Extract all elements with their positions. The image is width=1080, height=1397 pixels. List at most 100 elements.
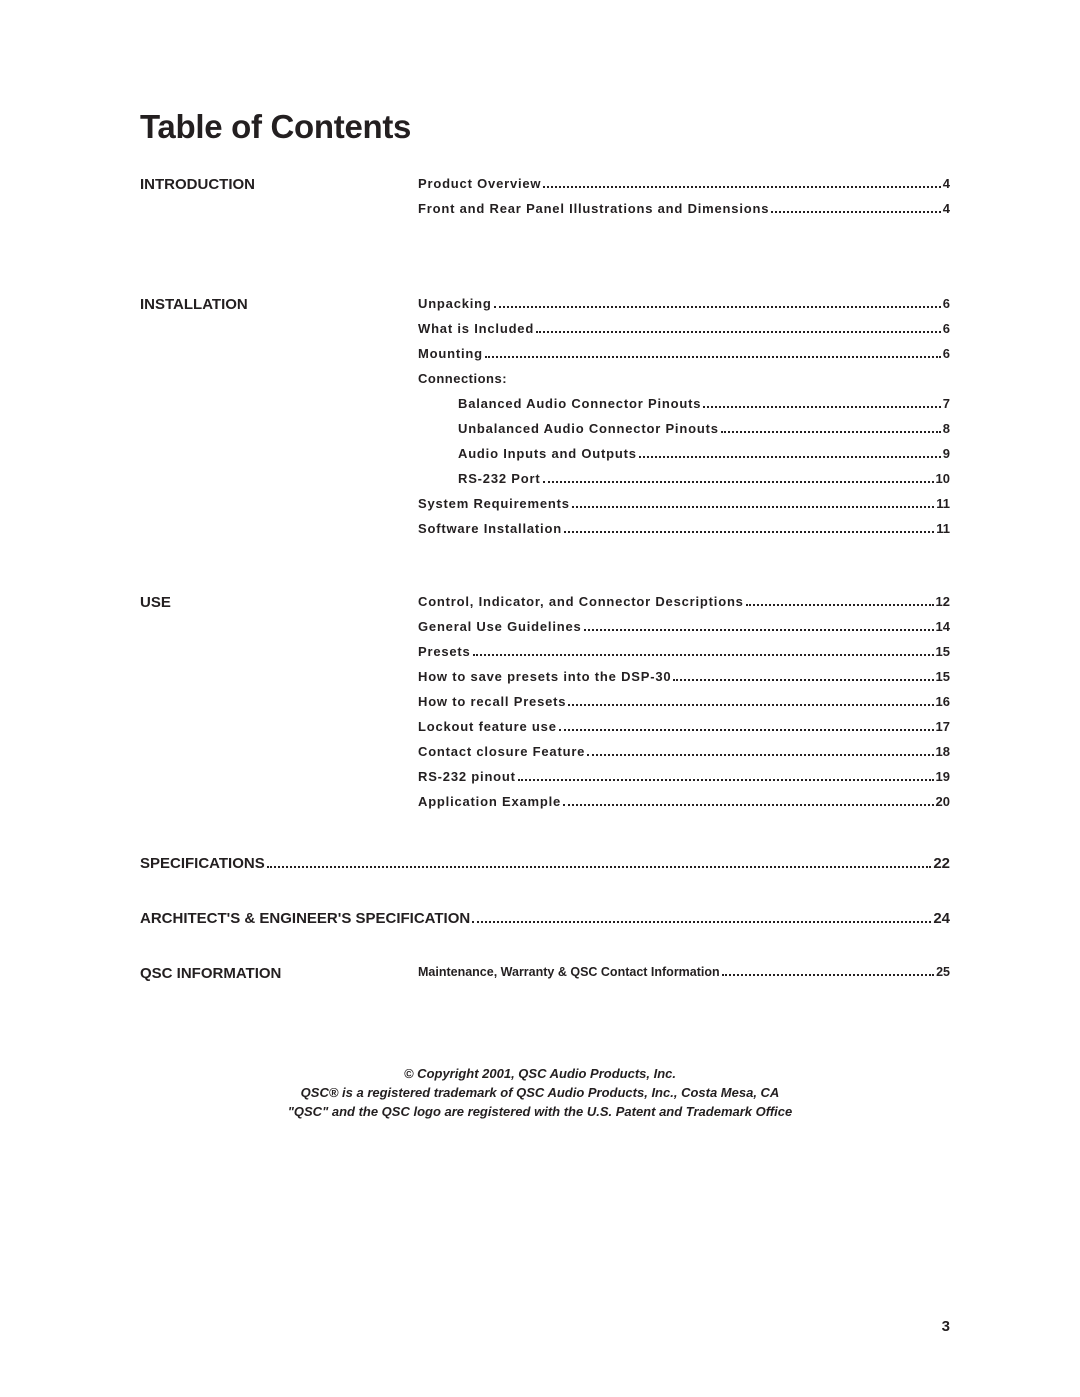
toc-entry: What is Included6 [418,321,950,336]
entry-label: Unpacking [418,296,492,311]
entry-label: Audio Inputs and Outputs [458,446,637,461]
leader-dots [639,456,941,458]
entry-page: 6 [943,346,950,361]
entry-label: RS-232 Port [458,471,541,486]
entry-page: 20 [936,794,950,809]
toc-entry: Balanced Audio Connector Pinouts 7 [458,396,950,411]
toc-entry: General Use Guidelines 14 [418,619,950,634]
section-head-ae-spec: ARCHITECT'S & ENGINEER'S SPECIFICATION [140,910,470,927]
toc-entry: Audio Inputs and Outputs9 [458,446,950,461]
section-qsc-info: QSC INFORMATION Maintenance, Warranty & … [140,965,950,990]
entry-page: 11 [936,521,950,536]
leader-dots [771,211,941,213]
toc-entry: Control, Indicator, and Connector Descri… [418,594,950,609]
entry-label: Product Overview [418,176,541,191]
leader-dots [673,679,933,681]
entry-page: 15 [936,669,950,684]
entry-page: 24 [933,910,950,927]
leader-dots [703,406,941,408]
leader-dots [563,804,933,806]
entry-label: Mounting [418,346,483,361]
entry-label: Presets [418,644,471,659]
leader-dots [543,481,934,483]
entry-label: Balanced Audio Connector Pinouts [458,396,701,411]
leader-dots [543,186,940,188]
footer-line: "QSC" and the QSC logo are registered wi… [0,1103,1080,1122]
entry-page: 22 [933,855,950,872]
toc-entry: Maintenance, Warranty & QSC Contact Info… [418,965,950,979]
entry-label: Application Example [418,794,561,809]
entry-label: Front and Rear Panel Illustrations and D… [418,201,769,216]
entry-label: How to recall Presets [418,694,566,709]
entry-page: 19 [936,769,950,784]
section-head-specifications: SPECIFICATIONS [140,855,265,872]
entry-label: Software Installation [418,521,562,536]
entry-label: System Requirements [418,496,570,511]
leader-dots [587,754,933,756]
toc-entry: Unbalanced Audio Connector Pinouts8 [458,421,950,436]
leader-dots [518,779,934,781]
entry-page: 7 [943,396,950,411]
section-head-qsc-info: QSC INFORMATION [140,965,418,982]
toc-entry: Unpacking 6 [418,296,950,311]
section-specifications: SPECIFICATIONS 22 [140,855,950,872]
leader-dots [722,974,934,976]
toc-entry: Product Overview 4 [418,176,950,191]
entry-label: Maintenance, Warranty & QSC Contact Info… [418,965,720,979]
leader-dots [559,729,934,731]
toc-entry: Presets 15 [418,644,950,659]
entry-page: 4 [943,176,950,191]
toc-entry: Contact closure Feature 18 [418,744,950,759]
leader-dots [536,331,941,333]
toc-entry: Software Installation 11 [418,521,950,536]
entry-page: 8 [943,421,950,436]
section-introduction: INTRODUCTION Product Overview 4 Front an… [140,176,950,226]
leader-dots [494,306,941,308]
leader-dots [721,431,941,433]
entry-page: 11 [936,496,950,511]
entry-label: Contact closure Feature [418,744,585,759]
toc-page: Table of Contents INTRODUCTION Product O… [140,108,950,1038]
toc-entry: Mounting 6 [418,346,950,361]
page-title: Table of Contents [140,108,950,146]
entry-page: 12 [936,594,950,609]
entry-page: 18 [936,744,950,759]
entry-label: General Use Guidelines [418,619,582,634]
entry-page: 17 [936,719,950,734]
section-ae-spec: ARCHITECT'S & ENGINEER'S SPECIFICATION 2… [140,910,950,927]
leader-dots [267,866,932,868]
leader-dots [746,604,934,606]
entry-page: 10 [936,471,950,486]
entry-label: Lockout feature use [418,719,557,734]
entry-page: 16 [936,694,950,709]
entry-label: Control, Indicator, and Connector Descri… [418,594,744,609]
entry-label: How to save presets into the DSP-30 [418,669,671,684]
copyright-footer: © Copyright 2001, QSC Audio Products, In… [0,1065,1080,1122]
entry-label: RS-232 pinout [418,769,516,784]
entry-page: 6 [943,321,950,336]
footer-line: QSC® is a registered trademark of QSC Au… [0,1084,1080,1103]
toc-entry: Front and Rear Panel Illustrations and D… [418,201,950,216]
entry-page: 6 [943,296,950,311]
section-use: USE Control, Indicator, and Connector De… [140,594,950,819]
connections-head: Connections: [418,371,950,386]
toc-entry: System Requirements 11 [418,496,950,511]
entry-page: 14 [936,619,950,634]
toc-entry: Lockout feature use 17 [418,719,950,734]
toc-entry: Application Example 20 [418,794,950,809]
leader-dots [473,654,934,656]
section-head-introduction: INTRODUCTION [140,176,418,193]
leader-dots [485,356,941,358]
toc-entry: How to recall Presets 16 [418,694,950,709]
footer-line: © Copyright 2001, QSC Audio Products, In… [0,1065,1080,1084]
leader-dots [568,704,933,706]
section-head-installation: INSTALLATION [140,296,418,313]
section-head-use: USE [140,594,418,611]
entry-page: 15 [936,644,950,659]
leader-dots [472,921,931,923]
entry-page: 25 [936,965,950,979]
toc-entry: How to save presets into the DSP-30 15 [418,669,950,684]
section-installation: INSTALLATION Unpacking 6 What is Included… [140,296,950,546]
leader-dots [564,531,934,533]
leader-dots [584,629,934,631]
